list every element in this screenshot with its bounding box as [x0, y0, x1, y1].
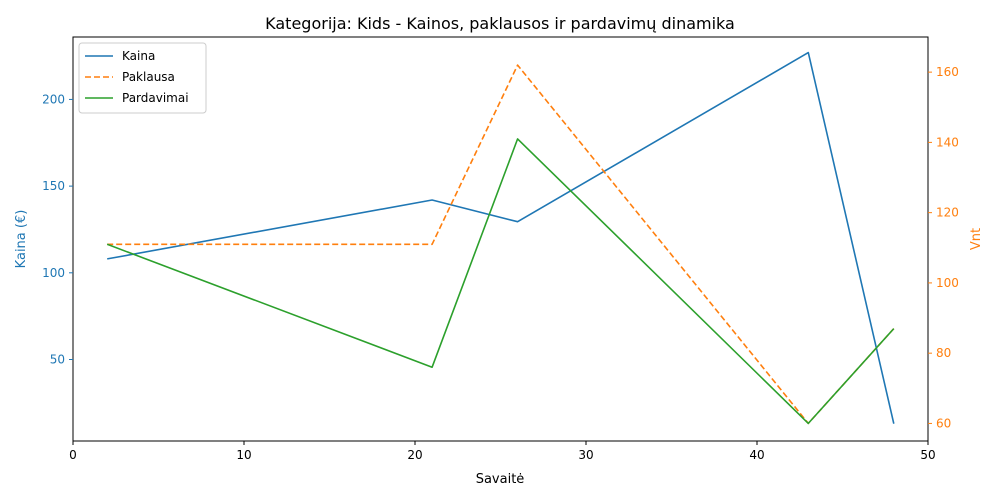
x-axis-label: Savaitė — [476, 472, 525, 487]
y-right-tick-label: 60 — [936, 416, 951, 430]
y-axis-right: 60 80 100 120 140 160 — [928, 65, 959, 430]
legend-label: Paklausa — [122, 70, 175, 84]
x-tick-label: 40 — [749, 448, 764, 462]
x-tick-label: 0 — [69, 448, 77, 462]
legend-label: Kaina — [122, 49, 155, 63]
legend-label: Pardavimai — [122, 91, 189, 105]
y-right-tick-label: 100 — [936, 276, 959, 290]
x-tick-label: 10 — [236, 448, 251, 462]
y-right-tick-label: 120 — [936, 206, 959, 220]
y-axis-left-label: Kaina (€) — [14, 210, 29, 269]
y-left-tick-label: 150 — [42, 179, 65, 193]
x-tick-label: 50 — [920, 448, 935, 462]
series-line-pardavimai — [106, 138, 895, 425]
x-tick-label: 30 — [578, 448, 593, 462]
chart-title: Kategorija: Kids - Kainos, paklausos ir … — [265, 14, 735, 33]
y-left-tick-label: 50 — [50, 353, 65, 367]
y-axis-right-label: Vnt — [969, 228, 984, 250]
legend-box — [78, 42, 207, 114]
y-right-tick-label: 160 — [936, 65, 959, 79]
y-right-tick-label: 140 — [936, 135, 959, 149]
y-left-tick-label: 100 — [42, 266, 65, 280]
plot-area-border — [72, 36, 929, 442]
series-layer — [106, 51, 895, 425]
series-line-kaina — [107, 51, 895, 424]
x-tick-label: 20 — [407, 448, 422, 462]
y-left-tick-label: 200 — [42, 92, 65, 106]
legend: Kaina Paklausa Pardavimai — [78, 42, 207, 114]
series-line-paklausa — [107, 64, 895, 425]
y-axis-left: 50 100 150 200 — [42, 92, 73, 367]
plot-frame — [72, 36, 929, 442]
x-axis: 0 10 20 30 40 50 — [69, 441, 936, 462]
y-right-tick-label: 80 — [936, 346, 951, 360]
